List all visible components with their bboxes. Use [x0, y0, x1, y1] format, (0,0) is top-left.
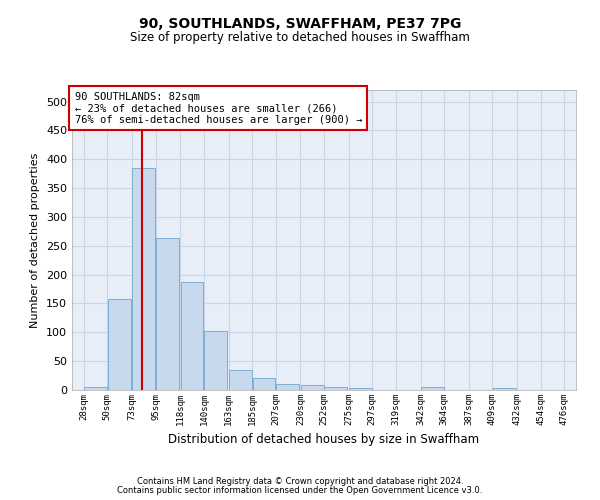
Bar	[133, 168, 155, 390]
Bar	[421, 387, 443, 390]
Bar	[276, 384, 299, 390]
Bar	[205, 331, 227, 390]
Bar	[84, 387, 107, 390]
Text: Contains public sector information licensed under the Open Government Licence v3: Contains public sector information licen…	[118, 486, 482, 495]
Text: Contains HM Land Registry data © Crown copyright and database right 2024.: Contains HM Land Registry data © Crown c…	[137, 477, 463, 486]
Bar	[181, 282, 203, 390]
Text: Size of property relative to detached houses in Swaffham: Size of property relative to detached ho…	[130, 31, 470, 44]
Bar	[325, 387, 347, 390]
X-axis label: Distribution of detached houses by size in Swaffham: Distribution of detached houses by size …	[169, 434, 479, 446]
Bar	[349, 388, 372, 390]
Bar	[156, 238, 179, 390]
Bar	[493, 388, 515, 390]
Bar	[108, 300, 131, 390]
Text: 90, SOUTHLANDS, SWAFFHAM, PE37 7PG: 90, SOUTHLANDS, SWAFFHAM, PE37 7PG	[139, 18, 461, 32]
Text: 90 SOUTHLANDS: 82sqm
← 23% of detached houses are smaller (266)
76% of semi-deta: 90 SOUTHLANDS: 82sqm ← 23% of detached h…	[74, 92, 362, 124]
Y-axis label: Number of detached properties: Number of detached properties	[31, 152, 40, 328]
Bar	[253, 378, 275, 390]
Bar	[301, 386, 323, 390]
Bar	[229, 370, 252, 390]
